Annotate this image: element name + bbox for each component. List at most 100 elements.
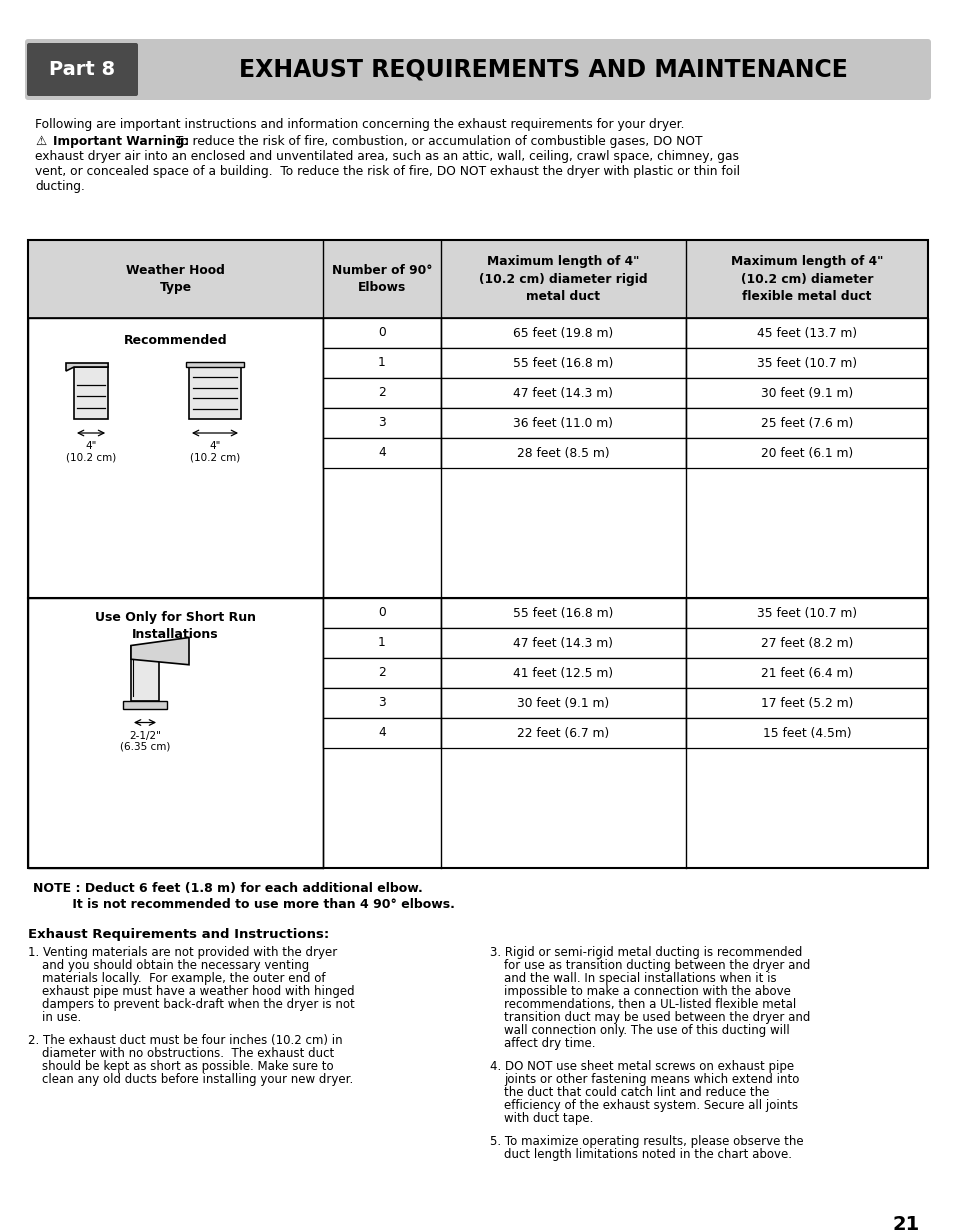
- Text: 2-1/2": 2-1/2": [129, 731, 161, 740]
- Text: 4": 4": [85, 441, 96, 451]
- Bar: [685, 347, 927, 378]
- Polygon shape: [131, 637, 189, 665]
- Text: 21 feet (6.4 m): 21 feet (6.4 m): [760, 667, 852, 680]
- Bar: [323, 347, 440, 378]
- Text: clean any old ducts before installing your new dryer.: clean any old ducts before installing yo…: [42, 1073, 353, 1085]
- Text: 15 feet (4.5m): 15 feet (4.5m): [761, 727, 850, 739]
- Text: 30 feet (9.1 m): 30 feet (9.1 m): [760, 387, 852, 399]
- Bar: [323, 439, 440, 468]
- Text: 4: 4: [377, 727, 385, 739]
- Text: in use.: in use.: [42, 1011, 81, 1024]
- Bar: [440, 408, 685, 439]
- Bar: [323, 598, 440, 628]
- FancyBboxPatch shape: [27, 43, 138, 96]
- Bar: [28, 598, 323, 869]
- Bar: [323, 378, 440, 408]
- Text: 35 feet (10.7 m): 35 feet (10.7 m): [756, 606, 856, 620]
- Bar: [440, 378, 685, 408]
- Bar: [440, 598, 685, 628]
- Text: 30 feet (9.1 m): 30 feet (9.1 m): [517, 696, 609, 710]
- Bar: [28, 318, 323, 598]
- Bar: [323, 628, 440, 658]
- FancyBboxPatch shape: [25, 39, 930, 100]
- Text: the duct that could catch lint and reduce the: the duct that could catch lint and reduc…: [503, 1085, 768, 1099]
- Bar: [685, 687, 927, 718]
- Text: 5. To maximize operating results, please observe the: 5. To maximize operating results, please…: [490, 1135, 802, 1148]
- Bar: [28, 240, 927, 318]
- Text: 0: 0: [377, 326, 385, 340]
- Text: 4. DO NOT use sheet metal screws on exhaust pipe: 4. DO NOT use sheet metal screws on exha…: [490, 1060, 793, 1073]
- Text: (10.2 cm): (10.2 cm): [66, 452, 116, 462]
- Bar: [685, 658, 927, 687]
- Text: 45 feet (13.7 m): 45 feet (13.7 m): [756, 326, 856, 340]
- Text: 0: 0: [377, 606, 385, 620]
- Text: diameter with no obstructions.  The exhaust duct: diameter with no obstructions. The exhau…: [42, 1047, 334, 1060]
- Text: wall connection only. The use of this ducting will: wall connection only. The use of this du…: [503, 1024, 789, 1037]
- Text: efficiency of the exhaust system. Secure all joints: efficiency of the exhaust system. Secure…: [503, 1099, 798, 1112]
- Text: EXHAUST REQUIREMENTS AND MAINTENANCE: EXHAUST REQUIREMENTS AND MAINTENANCE: [238, 58, 846, 81]
- Bar: [323, 687, 440, 718]
- Text: It is not recommended to use more than 4 90° elbows.: It is not recommended to use more than 4…: [33, 898, 455, 910]
- Text: 21: 21: [892, 1215, 919, 1232]
- Text: transition duct may be used between the dryer and: transition duct may be used between the …: [503, 1011, 809, 1024]
- Text: Use Only for Short Run
Installations: Use Only for Short Run Installations: [95, 611, 255, 641]
- Bar: [74, 367, 108, 419]
- Bar: [323, 318, 440, 347]
- Text: Exhaust Requirements and Instructions:: Exhaust Requirements and Instructions:: [28, 928, 329, 941]
- Text: 2. The exhaust duct must be four inches (10.2 cm) in: 2. The exhaust duct must be four inches …: [28, 1034, 342, 1047]
- Text: exhaust pipe must have a weather hood with hinged: exhaust pipe must have a weather hood wi…: [42, 986, 355, 998]
- Text: 27 feet (8.2 m): 27 feet (8.2 m): [760, 637, 852, 649]
- Text: 3. Rigid or semi-rigid metal ducting is recommended: 3. Rigid or semi-rigid metal ducting is …: [490, 946, 801, 958]
- Text: 20 feet (6.1 m): 20 feet (6.1 m): [760, 446, 852, 460]
- Bar: [685, 598, 927, 628]
- Bar: [323, 658, 440, 687]
- Text: (10.2 cm): (10.2 cm): [190, 452, 240, 462]
- Text: 1: 1: [377, 637, 385, 649]
- Bar: [685, 378, 927, 408]
- Bar: [28, 240, 927, 869]
- Text: 22 feet (6.7 m): 22 feet (6.7 m): [517, 727, 609, 739]
- Text: should be kept as short as possible. Make sure to: should be kept as short as possible. Mak…: [42, 1060, 334, 1073]
- Text: 2: 2: [377, 387, 385, 399]
- Text: affect dry time.: affect dry time.: [503, 1037, 595, 1050]
- Bar: [685, 439, 927, 468]
- Text: 3: 3: [377, 416, 385, 430]
- Text: 1: 1: [377, 356, 385, 370]
- Text: 1. Venting materials are not provided with the dryer: 1. Venting materials are not provided wi…: [28, 946, 337, 958]
- Text: 35 feet (10.7 m): 35 feet (10.7 m): [756, 356, 856, 370]
- Text: 3: 3: [377, 696, 385, 710]
- Text: 4": 4": [209, 441, 220, 451]
- Bar: [685, 318, 927, 347]
- Text: for use as transition ducting between the dryer and: for use as transition ducting between th…: [503, 958, 809, 972]
- Text: 47 feet (14.3 m): 47 feet (14.3 m): [513, 387, 613, 399]
- Text: Number of 90°
Elbows: Number of 90° Elbows: [332, 264, 432, 294]
- Text: To reduce the risk of fire, combustion, or accumulation of combustible gases, DO: To reduce the risk of fire, combustion, …: [168, 136, 701, 148]
- Bar: [440, 318, 685, 347]
- Text: materials locally.  For example, the outer end of: materials locally. For example, the oute…: [42, 972, 325, 986]
- Text: Maximum length of 4"
(10.2 cm) diameter
flexible metal duct: Maximum length of 4" (10.2 cm) diameter …: [730, 255, 882, 303]
- Bar: [323, 718, 440, 748]
- Text: Weather Hood
Type: Weather Hood Type: [126, 264, 225, 294]
- Text: Following are important instructions and information concerning the exhaust requ: Following are important instructions and…: [35, 118, 684, 131]
- Text: 2: 2: [377, 667, 385, 680]
- Text: 36 feet (11.0 m): 36 feet (11.0 m): [513, 416, 613, 430]
- Bar: [131, 646, 159, 701]
- Text: with duct tape.: with duct tape.: [503, 1112, 593, 1125]
- Bar: [440, 439, 685, 468]
- Text: duct length limitations noted in the chart above.: duct length limitations noted in the cha…: [503, 1148, 791, 1161]
- Text: exhaust dryer air into an enclosed and unventilated area, such as an attic, wall: exhaust dryer air into an enclosed and u…: [35, 150, 739, 163]
- Bar: [685, 408, 927, 439]
- Text: 55 feet (16.8 m): 55 feet (16.8 m): [513, 356, 613, 370]
- Text: Recommended: Recommended: [124, 334, 227, 346]
- Text: impossible to make a connection with the above: impossible to make a connection with the…: [503, 986, 790, 998]
- Text: 47 feet (14.3 m): 47 feet (14.3 m): [513, 637, 613, 649]
- Text: recommendations, then a UL-listed flexible metal: recommendations, then a UL-listed flexib…: [503, 998, 796, 1011]
- Bar: [440, 718, 685, 748]
- Text: 17 feet (5.2 m): 17 feet (5.2 m): [760, 696, 852, 710]
- Text: 55 feet (16.8 m): 55 feet (16.8 m): [513, 606, 613, 620]
- Text: dampers to prevent back-draft when the dryer is not: dampers to prevent back-draft when the d…: [42, 998, 355, 1011]
- Text: 25 feet (7.6 m): 25 feet (7.6 m): [760, 416, 852, 430]
- Bar: [440, 687, 685, 718]
- Polygon shape: [66, 363, 108, 371]
- Text: ⚠: ⚠: [35, 136, 46, 148]
